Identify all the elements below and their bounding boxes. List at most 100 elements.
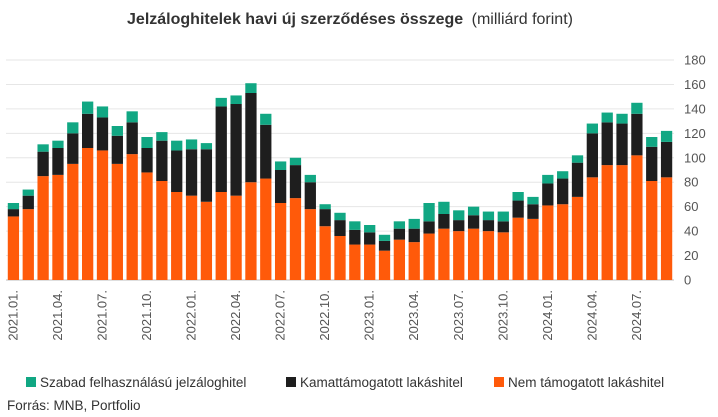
bar-segment-series-0 [215, 192, 227, 280]
bar-segment-series-1 [200, 149, 213, 202]
bar-segment-series-0 [497, 232, 509, 280]
bar-segment-series-0 [438, 228, 450, 280]
bar-segment-series-0 [393, 239, 406, 280]
bars [7, 83, 673, 280]
bar-segment-series-1 [215, 106, 227, 192]
bar-segment-series-1 [393, 228, 406, 240]
bar-segment-series-0 [96, 150, 109, 280]
bar-segment-series-1 [274, 170, 287, 203]
bar-segment-series-0 [542, 205, 554, 280]
bar-segment-series-2 [245, 83, 257, 93]
bar-segment-series-0 [126, 154, 138, 280]
bar-segment-series-2 [126, 111, 138, 123]
x-tick-label: 2023.10. [495, 290, 510, 341]
bar-segment-series-1 [111, 135, 123, 164]
bar-segment-series-1 [646, 146, 658, 181]
bar-segment-series-2 [660, 130, 673, 142]
bar-segment-series-2 [304, 174, 316, 183]
y-axis: 0 20 40 60 80 100 120 140 160 180 [684, 53, 706, 288]
bar-segment-series-1 [334, 220, 346, 236]
bar-segment-series-0 [245, 182, 257, 280]
bar-segment-series-2 [423, 203, 435, 222]
bar-segment-series-2 [349, 221, 361, 230]
bar-segment-series-2 [319, 204, 331, 210]
bar-segment-series-0 [423, 233, 435, 280]
bar-segment-series-2 [230, 95, 242, 104]
bar-segment-series-2 [289, 157, 302, 166]
bar-segment-series-1 [364, 232, 376, 245]
bar-segment-series-2 [482, 211, 495, 221]
y-tick-label: 0 [684, 273, 691, 288]
bar-segment-series-1 [304, 182, 316, 210]
bar-segment-series-2 [497, 211, 509, 222]
bar-segment-series-0 [334, 236, 346, 280]
bar-segment-series-1 [438, 214, 450, 229]
bar-segment-series-2 [453, 210, 465, 221]
x-axis: 2021.01. 2021.04. 2021.07. 2021.10. 2022.01.… [5, 290, 643, 341]
bar-segment-series-1 [482, 220, 495, 232]
x-tick-label: 2022.10. [317, 290, 332, 341]
bar-segment-series-2 [274, 161, 287, 170]
bar-segment-series-2 [393, 221, 406, 229]
bar-segment-series-1 [557, 178, 569, 205]
x-tick-label: 2024.04. [584, 290, 599, 341]
bar-segment-series-0 [527, 218, 539, 280]
bar-segment-series-0 [200, 201, 213, 280]
bar-segment-series-0 [319, 226, 331, 280]
bar-segment-series-1 [52, 148, 64, 175]
legend-swatch [494, 377, 504, 387]
bar-segment-series-2 [438, 201, 450, 214]
bar-segment-series-1 [467, 215, 480, 229]
bar-segment-series-2 [7, 203, 20, 210]
legend-label: Szabad felhasználású jelzáloghitel [40, 375, 246, 390]
bar-segment-series-1 [96, 117, 109, 151]
bar-segment-series-0 [467, 228, 480, 280]
bar-segment-series-1 [571, 162, 584, 197]
bar-segment-series-0 [601, 165, 613, 280]
bar-segment-series-0 [557, 204, 569, 280]
bar-segment-series-0 [631, 155, 643, 280]
chart-title: Jelzáloghitelek havi új szerződéses össz… [127, 11, 573, 28]
bar-segment-series-0 [185, 195, 198, 280]
bar-segment-series-1 [156, 140, 168, 181]
bar-segment-series-0 [52, 174, 64, 280]
bar-segment-series-1 [497, 221, 509, 233]
bar-segment-series-1 [378, 240, 391, 251]
chart-title-main: Jelzáloghitelek havi új szerződéses össz… [127, 11, 463, 28]
bar-segment-series-0 [453, 231, 465, 280]
bar-segment-series-1 [245, 93, 257, 183]
bar-segment-series-2 [631, 102, 643, 114]
bar-segment-series-0 [22, 209, 34, 280]
bar-segment-series-0 [230, 195, 242, 280]
bar-segment-series-2 [512, 192, 524, 201]
y-tick-label: 120 [684, 126, 706, 141]
bar-segment-series-2 [467, 206, 480, 216]
legend: Szabad felhasználású jelzáloghitel Kamatt… [26, 375, 664, 390]
legend-swatch [286, 377, 296, 387]
bar-segment-series-0 [660, 177, 673, 280]
bar-segment-series-0 [82, 148, 94, 280]
bar-segment-series-1 [349, 229, 361, 245]
y-tick-label: 20 [684, 248, 698, 263]
bar-segment-series-2 [408, 218, 420, 229]
y-tick-label: 100 [684, 150, 706, 165]
bar-segment-series-2 [260, 113, 272, 125]
bar-segment-series-2 [171, 140, 183, 151]
bar-segment-series-0 [156, 181, 168, 280]
bar-segment-series-1 [37, 151, 49, 177]
bar-segment-series-2 [646, 137, 658, 147]
bar-segment-series-2 [82, 101, 94, 114]
bar-segment-series-0 [7, 216, 20, 280]
chart-title-unit: (milliárd forint) [472, 11, 573, 28]
bar-segment-series-1 [22, 195, 34, 210]
x-tick-label: 2022.07. [273, 290, 288, 341]
bar-segment-series-0 [289, 198, 302, 280]
bar-segment-series-0 [646, 181, 658, 280]
x-tick-label: 2023.01. [362, 290, 377, 341]
bar-segment-series-1 [660, 141, 673, 178]
bar-segment-series-2 [616, 113, 628, 124]
bar-segment-series-2 [52, 140, 64, 148]
bar-segment-series-0 [512, 217, 524, 280]
y-tick-label: 80 [684, 175, 698, 190]
